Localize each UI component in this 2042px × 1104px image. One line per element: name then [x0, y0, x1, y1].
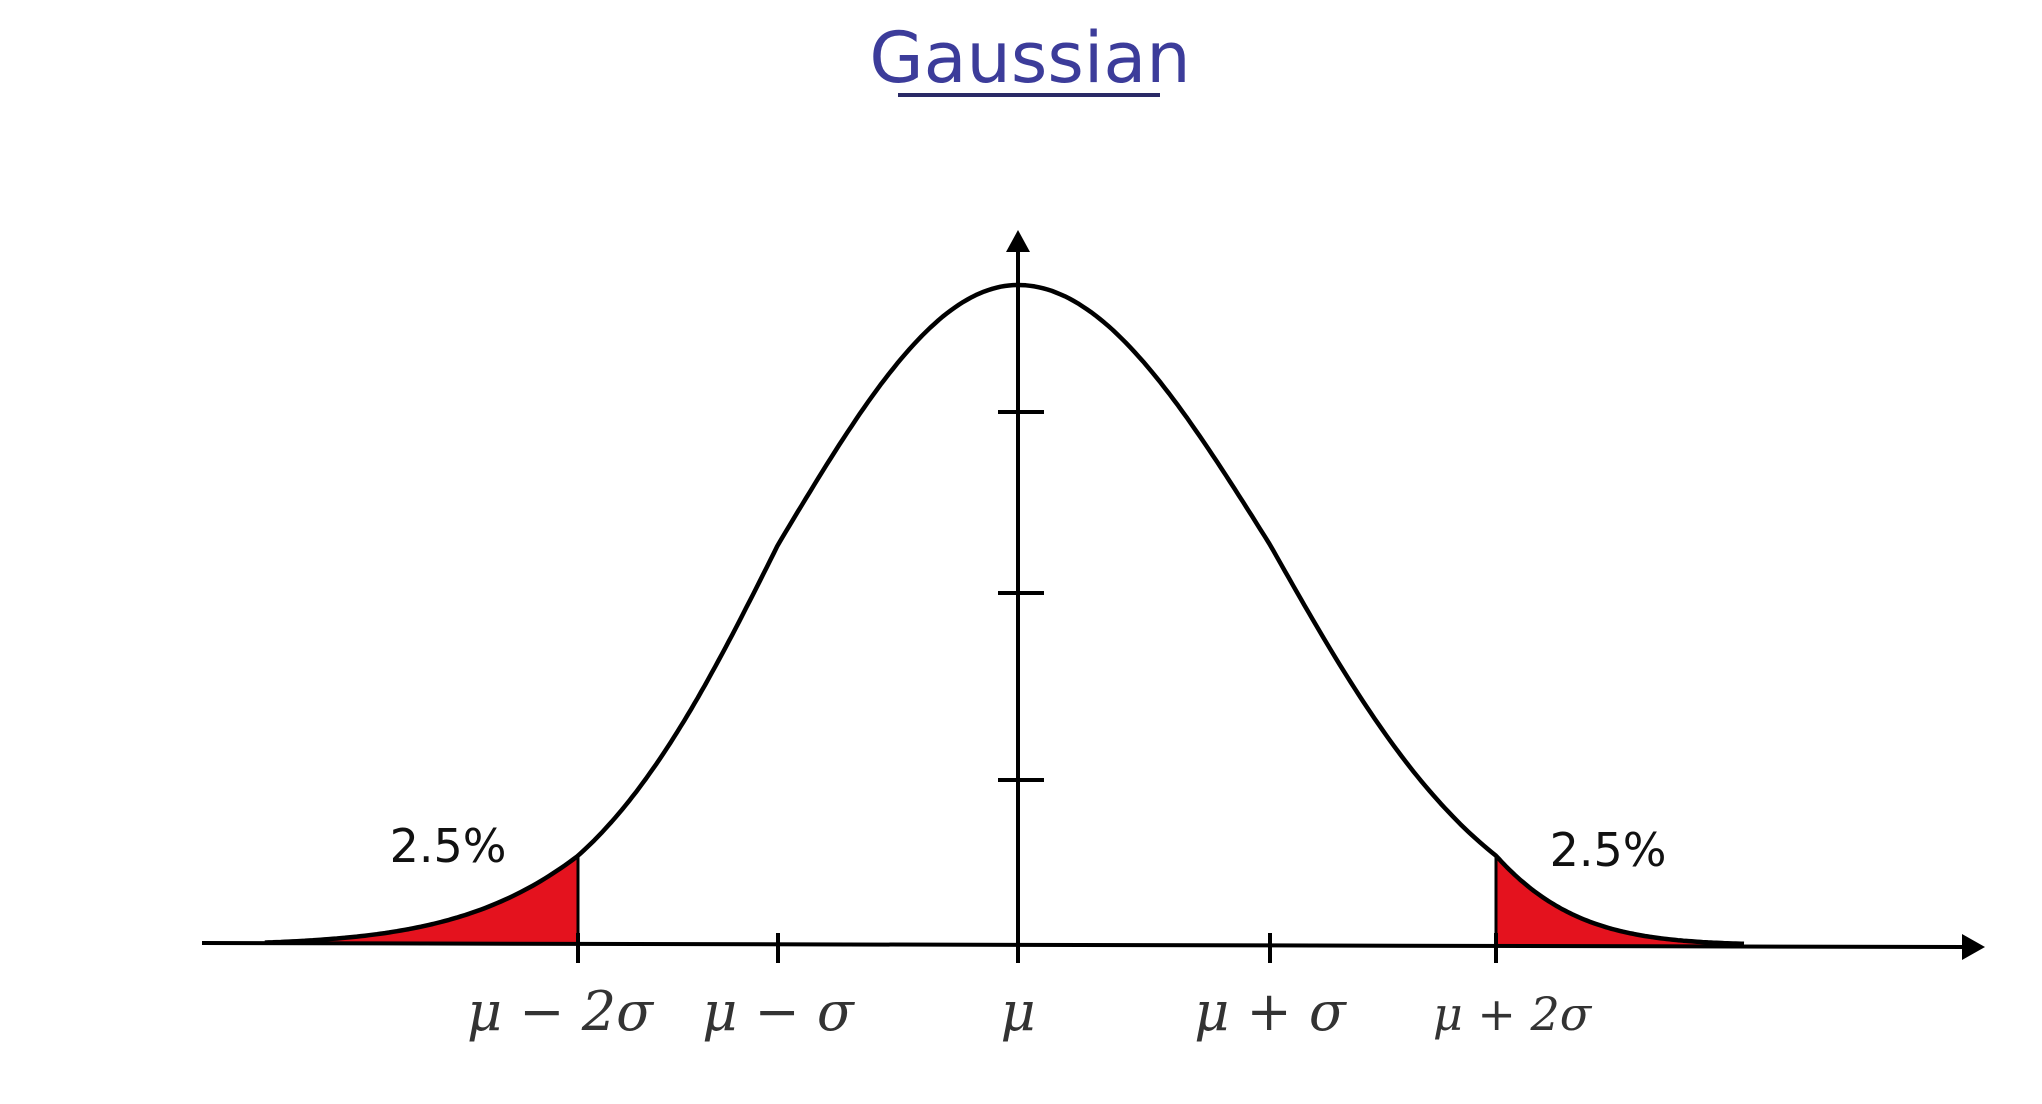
y-axis-arrowhead [1006, 230, 1030, 252]
right-tail-region [1496, 855, 1736, 945]
left-tail-region [230, 855, 578, 945]
x-axis-ticks [576, 933, 1498, 963]
x-axis-arrowhead [1962, 934, 1985, 960]
right-tail-percent-label: 2.5% [1550, 823, 1667, 877]
x-tick-label: μ − σ [702, 980, 856, 1043]
x-tick-label: μ + 2σ [1433, 987, 1593, 1041]
x-tick-label: μ [1000, 980, 1035, 1043]
x-tick-label: μ + σ [1194, 980, 1348, 1043]
bell-curve [264, 282, 1745, 947]
left-tail-percent-label: 2.5% [390, 819, 507, 873]
x-axis [201, 941, 1963, 949]
diagram-title: Gaussian [869, 17, 1190, 99]
x-tick-label: μ − 2σ [467, 980, 655, 1043]
y-axis-ticks [998, 410, 1044, 782]
x-axis-tick-labels: μ − 2σ μ − σ μ μ + σ μ + 2σ [467, 980, 1593, 1043]
